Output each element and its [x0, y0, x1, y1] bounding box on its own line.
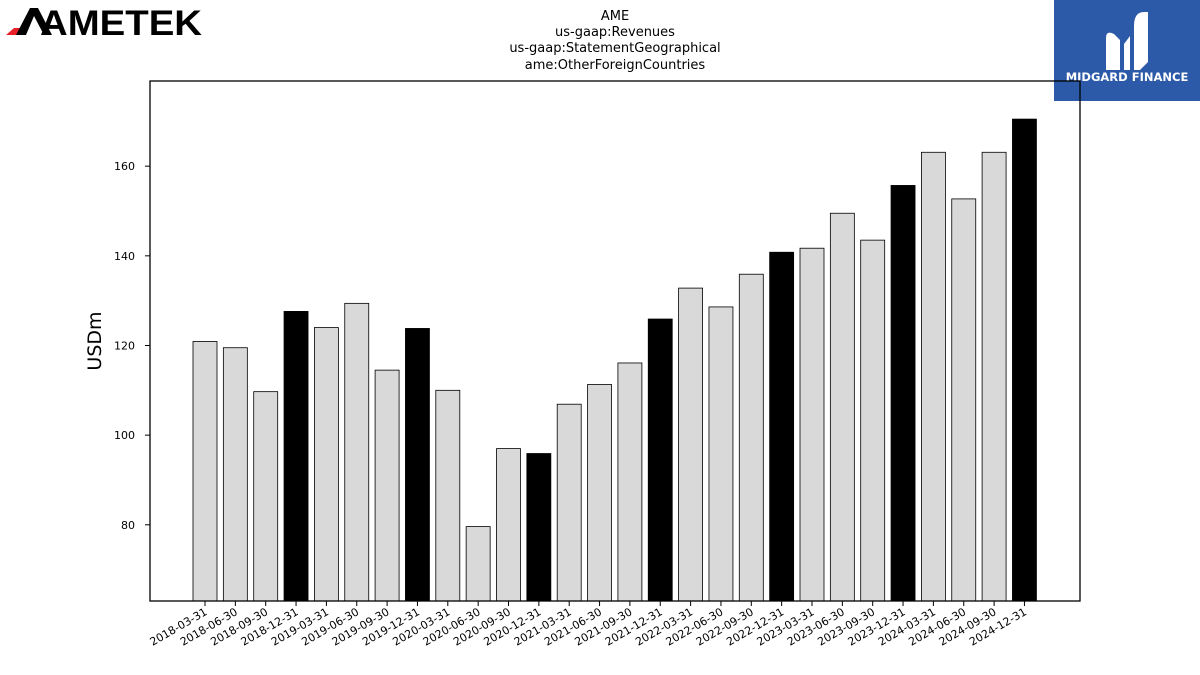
bar-2024-03-31 [921, 151, 946, 602]
bar-2018-06-30 [222, 347, 248, 602]
chart-title-line-3: us-gaap:StatementGeographical [509, 41, 720, 56]
y-tick-label-140: 140 [114, 250, 135, 263]
bar-2020-06-30 [465, 526, 491, 602]
bar-2021-06-30 [587, 384, 612, 602]
bar-2019-03-31 [313, 327, 339, 602]
bar-2022-03-31 [678, 287, 703, 602]
bar-2021-03-31 [556, 403, 582, 602]
bar-2021-09-30 [617, 362, 643, 602]
logo-right-text: MIDGARD FINANCE [1066, 70, 1189, 84]
bar-2018-03-31 [192, 341, 218, 602]
midgard-finance-logo-mark: MIDGARD FINANCE [1054, 0, 1200, 101]
bar-2019-09-30 [374, 369, 400, 602]
bar-2022-12-31 [769, 251, 795, 602]
chart-title-line-1: AME [601, 9, 629, 24]
plot-frame [149, 80, 1081, 602]
bar-2020-09-30 [496, 448, 521, 602]
bars-group [192, 118, 1037, 602]
y-ticks-group: 80 100 120 140 160 [114, 160, 150, 532]
bar-2019-06-30 [344, 302, 370, 602]
bar-2024-12-31 [1012, 118, 1037, 602]
bar-2023-06-30 [829, 212, 855, 602]
bar-2023-09-30 [860, 239, 886, 602]
ametek-logo-text: AMETEK [40, 4, 202, 40]
bar-2020-03-31 [435, 389, 461, 602]
bar-2019-12-31 [405, 328, 430, 602]
y-tick-label-100: 100 [114, 429, 135, 442]
y-tick-label-80: 80 [121, 519, 135, 532]
bar-2021-12-31 [647, 318, 673, 602]
y-axis-label: USDm [84, 311, 106, 370]
midgard-finance-logo: MIDGARD FINANCE [1054, 0, 1200, 101]
chart-title: AME us-gaap:Revenues us-gaap:StatementGe… [509, 9, 720, 73]
chart-title-line-4: ame:OtherForeignCountries [525, 58, 706, 73]
y-tick-label-120: 120 [114, 339, 135, 352]
bar-2023-03-31 [799, 247, 825, 602]
bar-2024-09-30 [981, 151, 1007, 602]
bar-2023-12-31 [890, 185, 916, 602]
ametek-logo: AMETEK [6, 4, 202, 40]
logo-m-symbol [1106, 12, 1148, 70]
ametek-logo-a [16, 8, 52, 35]
bar-2024-06-30 [951, 198, 977, 602]
bar-2018-12-31 [283, 311, 309, 602]
bar-2020-12-31 [526, 453, 552, 602]
bar-2018-09-30 [253, 391, 279, 602]
bar-2022-06-30 [708, 306, 734, 602]
chart-title-line-2: us-gaap:Revenues [555, 25, 675, 40]
bar-2022-09-30 [738, 273, 764, 602]
y-tick-label-160: 160 [114, 160, 135, 173]
x-ticks-group: 2018-03-312018-06-302018-09-302018-12-31… [148, 601, 1029, 649]
